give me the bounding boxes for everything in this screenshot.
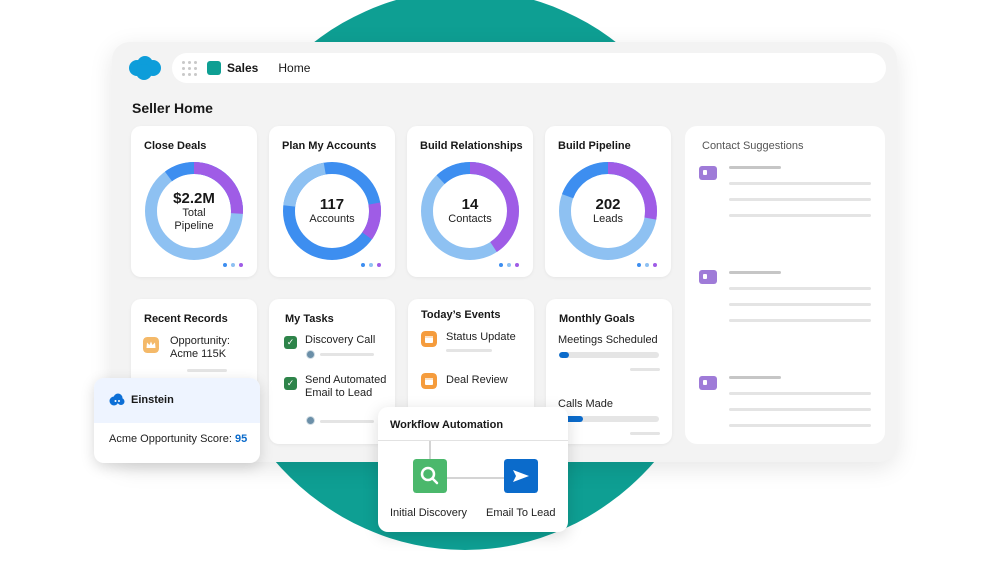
card-title: Build Relationships: [420, 140, 523, 152]
build-pipeline-card[interactable]: Build Pipeline 202 Leads: [545, 126, 671, 277]
app-launcher-icon[interactable]: [182, 60, 197, 76]
workflow-automation-card: Workflow Automation Initial Discovery Em…: [378, 407, 568, 532]
flow-connector: [447, 477, 505, 479]
card-title: Today’s Events: [421, 309, 501, 321]
opportunity-crown-icon: [143, 337, 159, 353]
donut-label: Total Pipeline: [174, 206, 214, 232]
card-title: Workflow Automation: [390, 419, 504, 431]
contact-card-icon[interactable]: [699, 166, 717, 180]
search-icon[interactable]: [413, 459, 447, 493]
goal-progress-fill: [559, 352, 569, 358]
task-check-icon[interactable]: ✓: [284, 336, 297, 349]
card-title: My Tasks: [285, 313, 334, 325]
placeholder-line: [729, 376, 781, 379]
pager-dots[interactable]: [223, 263, 243, 267]
app-name: Sales: [227, 61, 259, 75]
flow-connector: [429, 441, 431, 459]
placeholder-line: [320, 420, 374, 423]
workflow-step-label: Initial Discovery: [390, 507, 468, 519]
placeholder-line: [320, 353, 374, 356]
goal-progress-bar: [559, 352, 659, 358]
nav-tab-home[interactable]: Home: [278, 61, 311, 75]
goal-progress-bar: [559, 416, 659, 422]
placeholder-line: [729, 166, 781, 169]
einstein-score-row: Acme Opportunity Score: 95: [109, 433, 247, 445]
record-link-opportunity[interactable]: Opportunity: Acme 115K: [170, 335, 230, 360]
sales-app-icon: [207, 61, 221, 75]
placeholder-line: [630, 432, 660, 435]
my-tasks-card: My Tasks ✓ Discovery Call ✓ Send Automat…: [269, 299, 395, 444]
task-label[interactable]: Send Automated Email to Lead: [305, 374, 387, 399]
einstein-score-label: Acme Opportunity Score:: [109, 433, 232, 445]
close-deals-card[interactable]: Close Deals $2.2M Total Pipeline: [131, 126, 257, 277]
donut-chart: [283, 162, 381, 260]
donut-chart: [145, 162, 243, 260]
plan-accounts-card[interactable]: Plan My Accounts 117 Accounts: [269, 126, 395, 277]
goal-label: Meetings Scheduled: [558, 334, 658, 346]
calendar-event-icon[interactable]: [421, 373, 437, 389]
pager-dots[interactable]: [361, 263, 381, 267]
card-title: Recent Records: [144, 313, 228, 325]
donut-center: 14 Contacts: [418, 159, 522, 263]
send-icon[interactable]: [504, 459, 538, 493]
task-label[interactable]: Discovery Call: [305, 334, 376, 346]
placeholder-line: [729, 303, 871, 306]
task-check-icon[interactable]: ✓: [284, 377, 297, 390]
event-label[interactable]: Deal Review: [446, 374, 508, 386]
event-label[interactable]: Status Update: [446, 331, 516, 343]
card-title: Close Deals: [144, 140, 207, 152]
donut-value: 14: [461, 196, 479, 213]
placeholder-line: [729, 271, 781, 274]
donut-chart: [559, 162, 657, 260]
placeholder-line: [729, 319, 871, 322]
placeholder-line: [729, 408, 871, 411]
placeholder-line: [729, 424, 871, 427]
avatar: [306, 416, 315, 425]
page-title: Seller Home: [132, 100, 213, 116]
card-title: Contact Suggestions: [702, 140, 804, 152]
placeholder-line: [187, 369, 227, 372]
donut-label: Accounts: [309, 213, 355, 225]
einstein-card[interactable]: Einstein Acme Opportunity Score: 95: [94, 378, 260, 463]
placeholder-line: [446, 349, 492, 352]
placeholder-line: [729, 214, 871, 217]
donut-label: Contacts: [448, 213, 492, 225]
pager-dots[interactable]: [637, 263, 657, 267]
placeholder-line: [729, 392, 871, 395]
einstein-score-value: 95: [234, 433, 248, 445]
workflow-step-label: Email To Lead: [486, 507, 556, 519]
calendar-event-icon[interactable]: [421, 331, 437, 347]
salesforce-cloud-icon[interactable]: [126, 55, 162, 81]
contact-card-icon[interactable]: [699, 376, 717, 390]
donut-chart: [421, 162, 519, 260]
donut-label: Leads: [593, 213, 623, 225]
card-title: Build Pipeline: [558, 140, 631, 152]
card-title: Plan My Accounts: [282, 140, 377, 152]
divider: [378, 440, 568, 441]
donut-value: 202: [595, 196, 621, 213]
contact-card-icon[interactable]: [699, 270, 717, 284]
donut-center: $2.2M Total Pipeline: [142, 159, 246, 263]
global-nav-bar: Sales Home: [172, 53, 886, 83]
pager-dots[interactable]: [499, 263, 519, 267]
goal-progress-fill: [559, 416, 583, 422]
donut-value: 117: [319, 196, 345, 213]
placeholder-line: [630, 368, 660, 371]
placeholder-line: [729, 198, 871, 201]
app-window: Sales Home Seller Home Close Deals $2.2M…: [112, 42, 897, 462]
einstein-title: Einstein: [131, 394, 174, 406]
donut-center: 202 Leads: [556, 159, 660, 263]
goal-label: Calls Made: [558, 398, 614, 410]
card-title: Monthly Goals: [559, 313, 635, 325]
contact-suggestions-card: Contact Suggestions: [685, 126, 885, 444]
donut-value: $2.2M: [173, 189, 215, 207]
donut-center: 117 Accounts: [280, 159, 384, 263]
einstein-icon: [109, 393, 125, 406]
build-relationships-card[interactable]: Build Relationships 14 Contacts: [407, 126, 533, 277]
placeholder-line: [729, 287, 871, 290]
avatar: [306, 350, 315, 359]
placeholder-line: [729, 182, 871, 185]
